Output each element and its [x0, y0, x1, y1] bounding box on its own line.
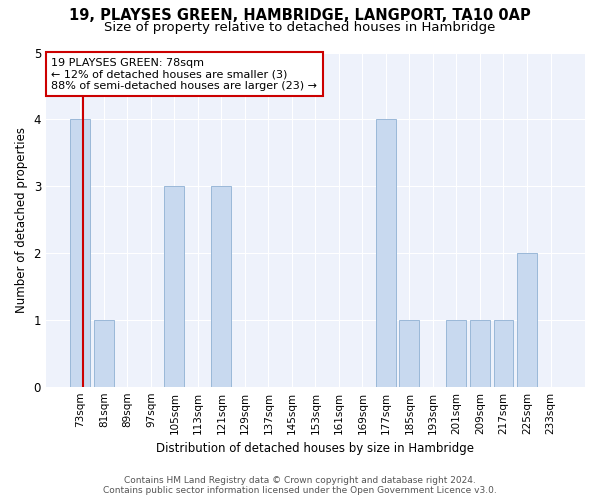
Bar: [70, 120, 91, 386]
Bar: [494, 320, 514, 386]
Bar: [376, 120, 396, 386]
Bar: [400, 320, 419, 386]
Bar: [446, 320, 466, 386]
Text: 19 PLAYSES GREEN: 78sqm
← 12% of detached houses are smaller (3)
88% of semi-det: 19 PLAYSES GREEN: 78sqm ← 12% of detache…: [52, 58, 317, 90]
Bar: [94, 320, 114, 386]
Bar: [211, 186, 232, 386]
Text: 19, PLAYSES GREEN, HAMBRIDGE, LANGPORT, TA10 0AP: 19, PLAYSES GREEN, HAMBRIDGE, LANGPORT, …: [69, 8, 531, 22]
Y-axis label: Number of detached properties: Number of detached properties: [15, 126, 28, 312]
Bar: [517, 253, 537, 386]
X-axis label: Distribution of detached houses by size in Hambridge: Distribution of detached houses by size …: [157, 442, 475, 455]
Bar: [164, 186, 184, 386]
Bar: [470, 320, 490, 386]
Text: Size of property relative to detached houses in Hambridge: Size of property relative to detached ho…: [104, 21, 496, 34]
Text: Contains HM Land Registry data © Crown copyright and database right 2024.
Contai: Contains HM Land Registry data © Crown c…: [103, 476, 497, 495]
